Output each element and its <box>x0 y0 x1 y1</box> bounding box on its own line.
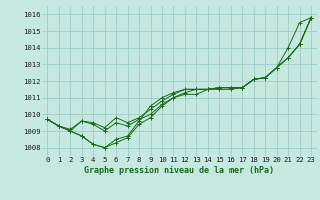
X-axis label: Graphe pression niveau de la mer (hPa): Graphe pression niveau de la mer (hPa) <box>84 166 274 175</box>
